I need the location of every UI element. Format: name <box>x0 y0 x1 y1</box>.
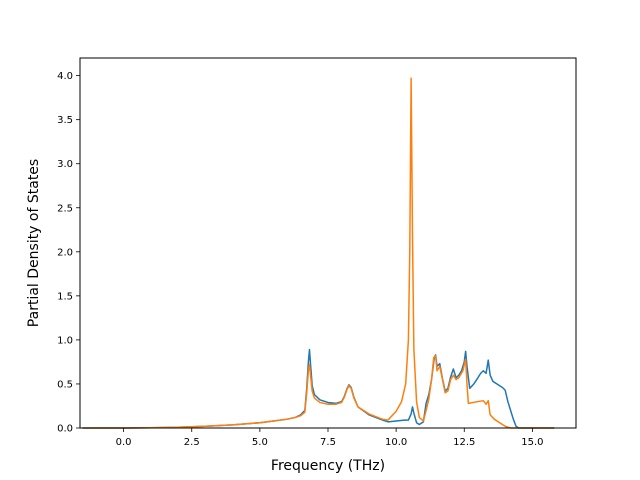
y-axis-ticks: 0.0 0.5 1.0 1.5 2.0 2.5 3.0 3.5 4.0 <box>57 71 80 435</box>
y-axis-label: Partial Density of States <box>26 159 42 327</box>
x-tick-label: 10.0 <box>385 437 407 448</box>
x-axis-label: Frequency (THz) <box>271 458 385 474</box>
x-tick-label: 5.0 <box>252 437 268 448</box>
y-tick-label: 1.5 <box>57 291 73 302</box>
x-tick-label: 15.0 <box>521 437 543 448</box>
y-tick-label: 0.5 <box>57 379 73 390</box>
y-tick-label: 2.5 <box>57 203 73 214</box>
x-tick-label: 12.5 <box>453 437 475 448</box>
y-tick-label: 3.5 <box>57 115 73 126</box>
y-tick-label: 4.0 <box>57 71 73 82</box>
series-line-2 <box>82 77 555 429</box>
y-tick-label: 3.0 <box>57 159 73 170</box>
y-tick-label: 1.0 <box>57 335 73 346</box>
y-tick-label: 2.0 <box>57 247 73 258</box>
y-tick-label: 0.0 <box>57 424 73 435</box>
x-tick-label: 0.0 <box>116 437 132 448</box>
x-tick-label: 2.5 <box>184 437 200 448</box>
plot-lines <box>82 77 555 429</box>
x-tick-label: 7.5 <box>320 437 336 448</box>
x-axis-ticks: 0.0 2.5 5.0 7.5 10.0 12.5 15.0 <box>116 428 544 448</box>
